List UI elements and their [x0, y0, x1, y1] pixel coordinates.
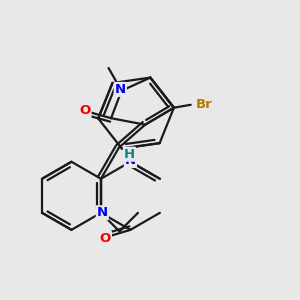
Text: Br: Br	[195, 98, 212, 111]
Text: N: N	[125, 154, 136, 167]
Text: N: N	[97, 206, 108, 219]
Text: N: N	[115, 83, 126, 96]
Text: H: H	[124, 148, 135, 161]
Text: O: O	[79, 104, 91, 117]
Text: O: O	[100, 232, 111, 245]
